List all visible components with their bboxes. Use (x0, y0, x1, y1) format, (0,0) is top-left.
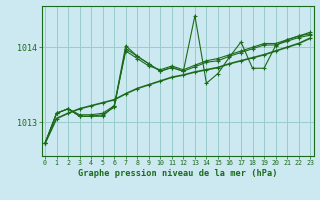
X-axis label: Graphe pression niveau de la mer (hPa): Graphe pression niveau de la mer (hPa) (78, 169, 277, 178)
